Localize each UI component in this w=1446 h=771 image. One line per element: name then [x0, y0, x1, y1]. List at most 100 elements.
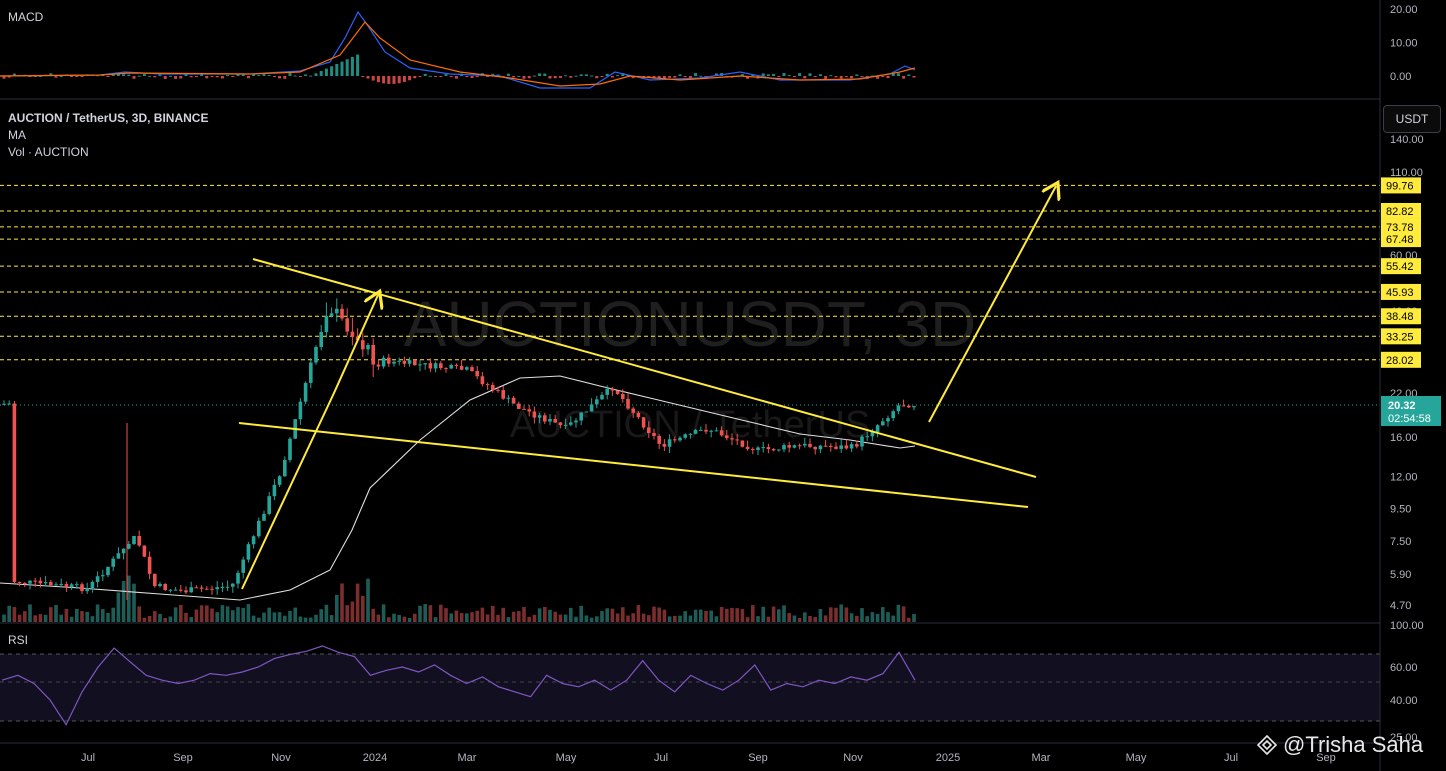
macd-histogram-bar — [902, 76, 906, 79]
candle-body — [231, 583, 235, 587]
volume-bar — [75, 608, 79, 622]
candle-body — [563, 424, 568, 426]
volume-bar — [849, 613, 854, 622]
macd-histogram-bar — [28, 76, 32, 77]
candle-body — [340, 308, 344, 319]
macd-histogram-bar — [387, 76, 391, 84]
macd-histogram-bar — [746, 76, 750, 79]
volume-bar — [797, 617, 802, 622]
candle-body — [28, 580, 32, 584]
macd-histogram-bar — [278, 76, 282, 79]
volume-bar — [28, 604, 32, 622]
volume-bar — [189, 617, 193, 622]
volume-bar — [834, 607, 838, 622]
macd-histogram-bar — [657, 76, 661, 79]
candle-body — [610, 388, 615, 391]
volume-bar — [132, 583, 136, 622]
time-label: Nov — [271, 752, 291, 764]
volume-bar — [584, 615, 589, 622]
level-value: 82.82 — [1386, 206, 1414, 218]
candle-body — [834, 446, 838, 449]
candle-body — [95, 576, 100, 582]
level-tag — [1381, 351, 1421, 368]
candle-body — [511, 397, 516, 404]
ma-indicator-label[interactable]: MA — [8, 128, 26, 142]
macd-histogram-bar — [397, 76, 401, 84]
candle-body — [475, 371, 479, 377]
last-price-badge: 20.32 02:54:58 — [1381, 396, 1441, 426]
candle-body — [745, 446, 750, 450]
macd-histogram-bar — [824, 76, 828, 79]
volume-bar — [912, 613, 916, 622]
volume-bar — [355, 583, 360, 622]
macd-histogram-bar — [366, 76, 370, 79]
time-axis[interactable]: Jul Sep Nov 2024 Mar May Jul Sep Nov 2025 Mar May Ju… — [81, 752, 1336, 764]
candle-body — [101, 575, 105, 577]
candle-body — [361, 340, 365, 350]
volume-bar — [673, 615, 677, 622]
macd-histogram-bar — [283, 76, 287, 79]
candle-body — [147, 556, 152, 574]
candle-body — [558, 422, 563, 426]
volume-bar — [85, 611, 89, 622]
symbol-title[interactable]: AUCTION / TetherUS, 3D, BINANCE — [8, 111, 209, 125]
volume-bar — [147, 615, 152, 622]
candle-body — [132, 535, 136, 545]
candle-body — [428, 363, 433, 369]
wedge-lower-trendline[interactable] — [238, 422, 1029, 508]
macd-histogram-bar — [772, 73, 776, 76]
candle-body — [194, 587, 199, 589]
currency-button[interactable]: USDT — [1383, 105, 1441, 133]
volume-bar — [205, 605, 209, 622]
candle-body — [439, 363, 443, 369]
candle-body — [329, 313, 334, 317]
time-label: Jul — [1224, 752, 1238, 764]
macd-histogram-bar — [252, 74, 256, 76]
candle-body — [189, 587, 193, 593]
macd-histogram-bar — [584, 74, 588, 76]
rsi-tick: 40.00 — [1390, 695, 1418, 707]
candle-body — [532, 411, 537, 418]
macd-tick: 10.00 — [1390, 38, 1418, 50]
time-label: Sep — [173, 752, 193, 764]
macd-histogram-bar — [335, 63, 339, 76]
candle-body — [506, 397, 511, 399]
volume-bar — [168, 616, 173, 622]
volume-indicator-label[interactable]: Vol · AUCTION — [8, 145, 89, 159]
volume-bar — [303, 617, 308, 622]
volume-bar — [787, 613, 791, 622]
time-label: Sep — [1316, 752, 1336, 764]
macd-histogram-bar — [137, 75, 141, 77]
candle-body — [719, 430, 724, 436]
macd-histogram-bar — [194, 76, 198, 78]
volume-bar — [335, 594, 339, 622]
volume-bar — [288, 610, 292, 622]
macd-histogram-bar — [792, 76, 796, 78]
volume-bar — [855, 615, 859, 622]
author-credit: @Trisha Saha — [1257, 732, 1423, 758]
candle-body — [647, 427, 651, 434]
macd-histogram-bar — [220, 76, 224, 79]
macd-histogram-bar — [350, 56, 354, 76]
macd-histogram-bar — [246, 76, 250, 79]
volume-bar — [652, 606, 656, 622]
macd-histogram-bar — [288, 73, 292, 76]
candle-body — [199, 587, 204, 589]
macd-histogram-bar — [470, 76, 474, 78]
macd-histogram-bar — [600, 76, 604, 77]
candle-body — [371, 345, 375, 365]
macd-histogram-bar — [782, 73, 786, 76]
target-projection-arrow[interactable] — [928, 186, 1056, 423]
volume-bar — [350, 601, 355, 622]
volume-bar — [881, 607, 885, 622]
prior-rally-arrow[interactable] — [241, 295, 378, 590]
candle-body — [205, 588, 209, 590]
volume-bar — [693, 609, 698, 622]
author-handle: @Trisha Saha — [1283, 732, 1424, 757]
volume-bar — [433, 617, 438, 622]
macd-histogram-bar — [740, 74, 744, 76]
candle-body — [803, 443, 807, 446]
level-value: 28.02 — [1386, 355, 1414, 367]
volume-bar — [683, 611, 687, 622]
